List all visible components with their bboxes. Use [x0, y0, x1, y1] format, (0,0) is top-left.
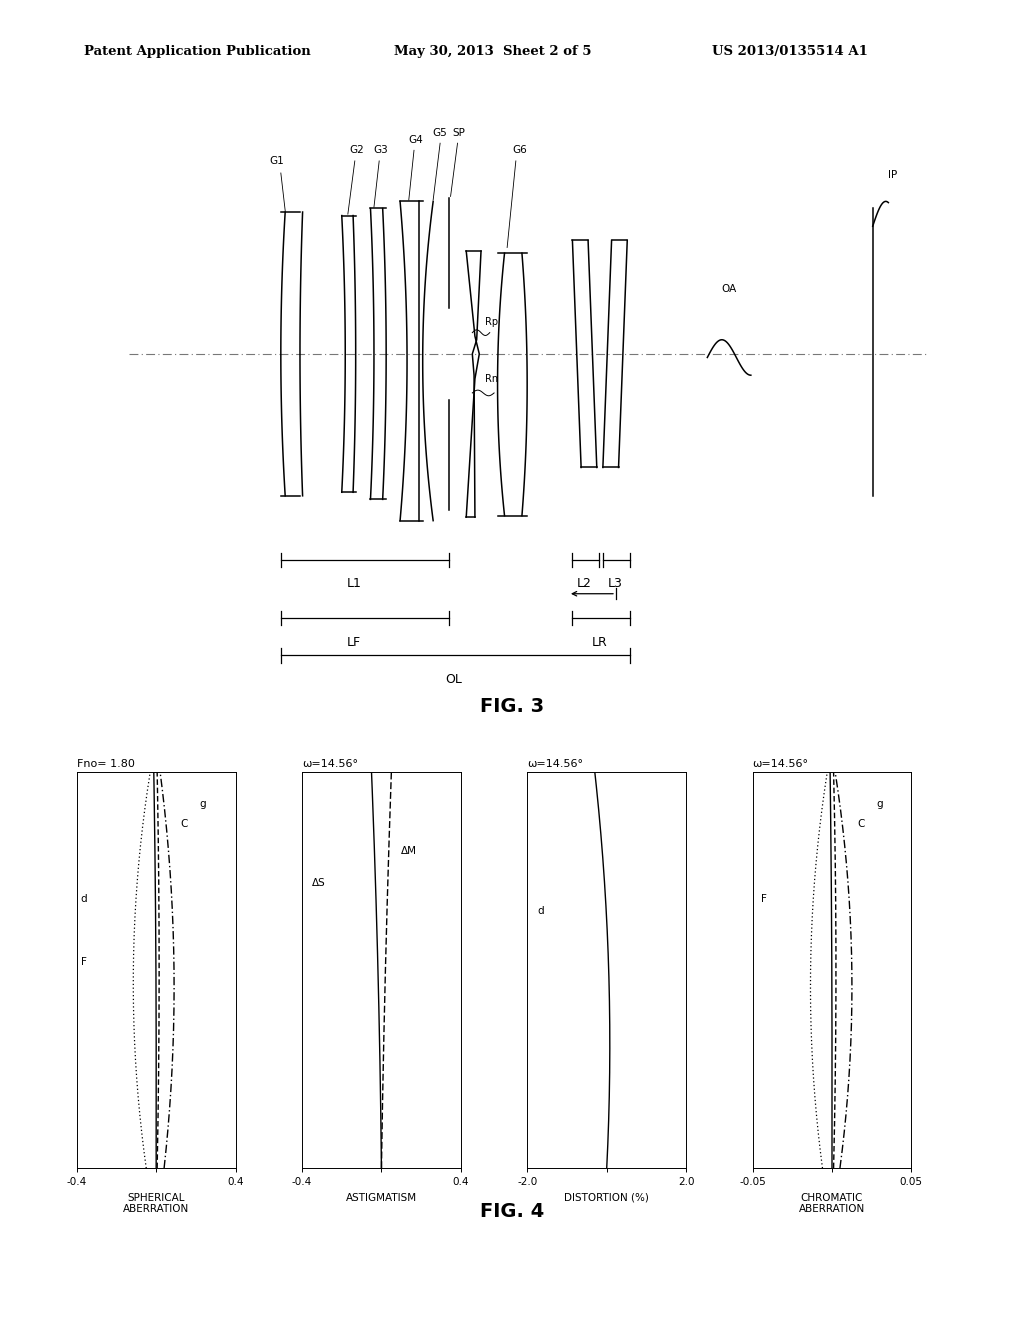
- Text: FIG. 3: FIG. 3: [480, 697, 544, 715]
- Text: G2: G2: [349, 145, 364, 156]
- Text: ΔS: ΔS: [312, 878, 326, 888]
- Text: OA: OA: [722, 284, 736, 293]
- X-axis label: SPHERICAL
ABERRATION: SPHERICAL ABERRATION: [123, 1193, 189, 1214]
- Text: G3: G3: [374, 145, 388, 156]
- Text: Rn: Rn: [485, 374, 499, 384]
- Text: ΔM: ΔM: [401, 846, 417, 857]
- X-axis label: CHROMATIC
ABERRATION: CHROMATIC ABERRATION: [799, 1193, 865, 1214]
- Text: OL: OL: [445, 673, 463, 686]
- Text: g: g: [877, 799, 883, 809]
- X-axis label: DISTORTION (%): DISTORTION (%): [564, 1193, 649, 1203]
- Text: Rp: Rp: [485, 317, 499, 327]
- Text: F: F: [761, 894, 766, 904]
- Text: LF: LF: [347, 636, 361, 648]
- Text: L2: L2: [578, 577, 592, 590]
- Text: LR: LR: [592, 636, 607, 648]
- Text: C: C: [857, 818, 865, 829]
- Text: L1: L1: [346, 577, 361, 590]
- Text: L3: L3: [607, 577, 623, 590]
- Text: F: F: [81, 957, 87, 968]
- Text: G4: G4: [409, 135, 423, 145]
- Text: ω=14.56°: ω=14.56°: [302, 759, 358, 768]
- Text: May 30, 2013  Sheet 2 of 5: May 30, 2013 Sheet 2 of 5: [394, 45, 592, 58]
- Text: G1: G1: [269, 156, 284, 166]
- Text: g: g: [200, 799, 207, 809]
- Text: ω=14.56°: ω=14.56°: [753, 759, 809, 768]
- X-axis label: ASTIGMATISM: ASTIGMATISM: [346, 1193, 417, 1203]
- Text: Fno= 1.80: Fno= 1.80: [77, 759, 135, 768]
- Text: G6: G6: [513, 145, 527, 156]
- Text: C: C: [180, 818, 187, 829]
- Text: G5: G5: [433, 128, 447, 137]
- Text: SP: SP: [453, 128, 466, 137]
- Text: US 2013/0135514 A1: US 2013/0135514 A1: [712, 45, 867, 58]
- Text: ω=14.56°: ω=14.56°: [527, 759, 584, 768]
- Text: d: d: [81, 894, 87, 904]
- Text: FIG. 4: FIG. 4: [480, 1203, 544, 1221]
- Text: d: d: [538, 906, 544, 916]
- Text: IP: IP: [888, 170, 897, 180]
- Text: Patent Application Publication: Patent Application Publication: [84, 45, 310, 58]
